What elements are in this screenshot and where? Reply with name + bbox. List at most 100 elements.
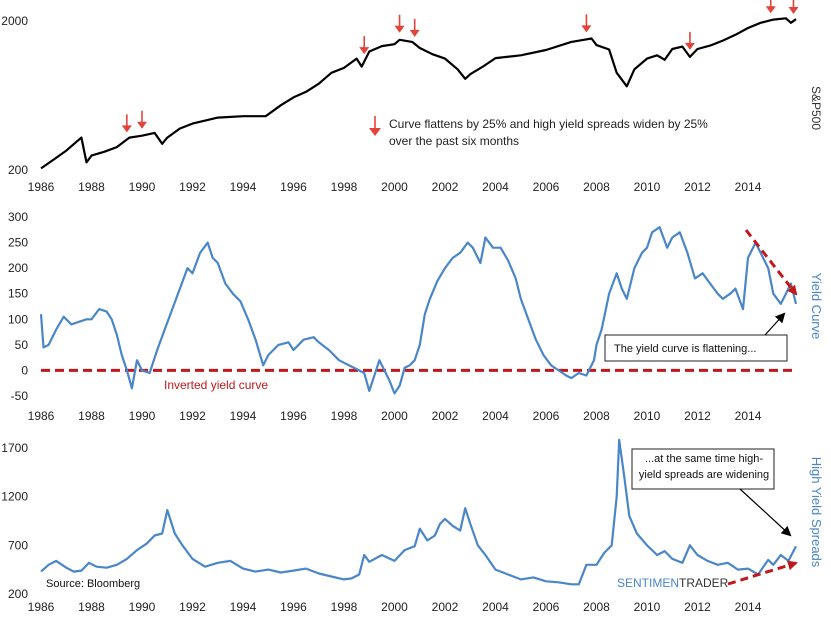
signal-marker-arrowhead-icon xyxy=(788,6,799,14)
yc-x-tick-label: 1990 xyxy=(129,409,156,423)
yield-curve-annotation-arrow xyxy=(764,312,786,336)
hy-x-tick-label: 1998 xyxy=(331,600,358,614)
hy-y-tick-label: 1200 xyxy=(1,490,28,504)
signal-legend: Curve flattens by 25% and high yield spr… xyxy=(369,116,708,148)
signal-legend-text: Curve flattens by 25% and high yield spr… xyxy=(389,117,708,148)
high-yield-x-axis: 1986 1988 1990 1992 1994 1996 1998 2000 2002 2004… xyxy=(28,600,762,614)
yc-y-tick-label: 100 xyxy=(8,312,28,326)
sp-x-tick-label: 1986 xyxy=(28,180,55,194)
sp-y-tick-label: 200 xyxy=(8,163,28,177)
signal-marker-arrowhead-icon xyxy=(581,25,592,33)
hy-x-tick-label: 1996 xyxy=(280,600,307,614)
sp-x-tick-label: 2000 xyxy=(381,180,408,194)
high-yield-series-line xyxy=(40,438,797,586)
yield-curve-trend-arrow xyxy=(744,229,798,296)
signal-marker-arrowhead-icon xyxy=(121,125,132,133)
yc-y-tick-label: -50 xyxy=(11,389,29,403)
hy-x-tick-label: 2002 xyxy=(432,600,459,614)
hy-x-tick-label: 2000 xyxy=(381,600,408,614)
yc-x-tick-label: 2000 xyxy=(381,409,408,423)
hy-x-tick-label: 1986 xyxy=(28,600,55,614)
hy-x-tick-label: 1988 xyxy=(78,600,105,614)
yc-y-tick-label: 150 xyxy=(8,287,28,301)
signal-marker-arrowhead-icon xyxy=(684,42,695,50)
sp-x-tick-label: 2014 xyxy=(735,180,762,194)
yc-x-tick-label: 2012 xyxy=(684,409,711,423)
signal-marker-arrowhead-icon xyxy=(359,47,370,55)
hy-x-tick-label: 2004 xyxy=(482,600,509,614)
high-yield-annotation-box xyxy=(631,448,775,490)
hy-x-tick-label: 2012 xyxy=(684,600,711,614)
brand-logo-part-a: SENTIMEN xyxy=(617,576,679,590)
yc-x-tick-label: 1992 xyxy=(179,409,206,423)
yc-x-tick-label: 2014 xyxy=(735,409,762,423)
hy-x-tick-label: 1994 xyxy=(230,600,257,614)
hy-x-tick-label: 2008 xyxy=(583,600,610,614)
yc-y-tick-label: 250 xyxy=(8,236,28,250)
hy-x-tick-label: 2010 xyxy=(634,600,661,614)
sp-x-tick-label: 1996 xyxy=(280,180,307,194)
yc-x-tick-label: 1988 xyxy=(78,409,105,423)
sp-x-tick-label: 2010 xyxy=(634,180,661,194)
hy-x-tick-label: 2006 xyxy=(533,600,560,614)
sp-y-tick-label: 2000 xyxy=(1,14,28,28)
inverted-yield-curve-label: Inverted yield curve xyxy=(164,378,268,392)
sp500-axis-label: S&P500 xyxy=(809,86,823,130)
yield-curve-y-axis: 300 250 200 150 100 50 0 -50 xyxy=(8,210,28,403)
high-yield-annotation: ...at the same time high-yield spreads a… xyxy=(631,448,792,537)
sp-x-tick-label: 2012 xyxy=(684,180,711,194)
yc-y-tick-label: 200 xyxy=(8,261,28,275)
sp-x-tick-label: 2008 xyxy=(583,180,610,194)
sp-x-tick-label: 1998 xyxy=(331,180,358,194)
yc-x-tick-label: 1998 xyxy=(331,409,358,423)
high-yield-axis-label: High Yield Spreads xyxy=(809,457,824,568)
signal-marker-arrowhead-icon xyxy=(137,121,148,129)
sp500-series-line xyxy=(40,17,797,170)
signal-marker-arrowhead-icon xyxy=(765,6,776,14)
yc-x-tick-label: 1996 xyxy=(280,409,307,423)
legend-text-box: Curve flattens by 25% and high yield spr… xyxy=(389,117,708,148)
sp-x-tick-label: 1990 xyxy=(129,180,156,194)
yc-x-tick-label: 2002 xyxy=(432,409,459,423)
hy-x-tick-label: 1992 xyxy=(179,600,206,614)
hy-y-tick-label: 1700 xyxy=(1,441,28,455)
high-yield-trend-arrow xyxy=(727,560,798,586)
signal-marker-arrowhead-icon xyxy=(409,29,420,37)
yield-curve-annotation-box xyxy=(604,334,788,362)
yield-curve-annotation-text: The yield curve is flattening... xyxy=(614,343,756,355)
yield-curve-x-axis: 1986 1988 1990 1992 1994 1996 1998 2000 2002 2004… xyxy=(28,409,762,423)
yc-y-tick-label: 50 xyxy=(15,338,29,352)
yc-x-tick-label: 2006 xyxy=(533,409,560,423)
yc-y-tick-label: 300 xyxy=(8,210,28,224)
hy-y-tick-label: 700 xyxy=(8,538,28,552)
legend-arrowhead-icon xyxy=(369,128,381,136)
brand-logo: SENTIMENTRADER xyxy=(617,576,729,590)
hy-x-tick-label: 1990 xyxy=(129,600,156,614)
yc-x-tick-label: 2004 xyxy=(482,409,509,423)
high-yield-annotation-fo: ...at the same time high-yield spreads a… xyxy=(639,453,769,481)
sp-x-tick-label: 1992 xyxy=(179,180,206,194)
sp-x-tick-label: 1994 xyxy=(230,180,257,194)
sp-x-tick-label: 1988 xyxy=(78,180,105,194)
sp500-panel: 200 2000 1986 1988 1990 1992 1994 1996 1998 2000… xyxy=(1,0,823,194)
yc-x-tick-label: 1986 xyxy=(28,409,55,423)
brand-logo-part-b: TRADER xyxy=(679,576,729,590)
sp-x-tick-label: 2006 xyxy=(533,180,560,194)
yield-curve-series-line xyxy=(39,226,798,395)
source-label: Source: Bloomberg xyxy=(46,578,140,590)
yc-x-tick-label: 2008 xyxy=(583,409,610,423)
yield-curve-annotation: The yield curve is flattening... xyxy=(604,312,788,362)
yield-curve-axis-label: Yield Curve xyxy=(809,273,824,340)
yc-x-tick-label: 1994 xyxy=(230,409,257,423)
hy-y-tick-label: 200 xyxy=(8,587,28,601)
sp500-x-axis: 1986 1988 1990 1992 1994 1996 1998 2000 2002 2004… xyxy=(28,180,762,194)
high-yield-y-axis: 1700 1200 700 200 xyxy=(1,441,28,601)
signal-marker-arrowhead-icon xyxy=(394,25,405,33)
yc-x-tick-label: 2010 xyxy=(634,409,661,423)
high-yield-annotation-arrow xyxy=(739,488,792,537)
sp500-y-axis: 200 2000 xyxy=(1,14,28,177)
